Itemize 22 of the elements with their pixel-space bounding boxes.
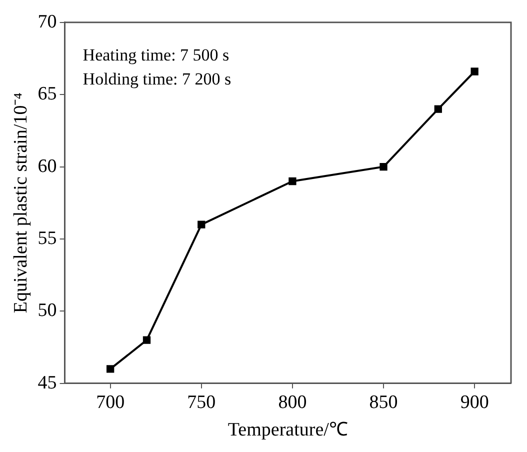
y-tick-label: 55 bbox=[38, 228, 57, 249]
point bbox=[106, 365, 114, 373]
x-tick-label: 900 bbox=[460, 392, 489, 413]
annotation: Heating time: 7 500 s bbox=[82, 45, 230, 64]
y-tick-label: 70 bbox=[38, 11, 57, 32]
x-tick-label: 850 bbox=[369, 392, 398, 413]
x-tick-label: 700 bbox=[96, 392, 125, 413]
point bbox=[470, 68, 478, 76]
y-tick-label: 65 bbox=[38, 84, 57, 105]
x-tick-label: 800 bbox=[278, 392, 307, 413]
x-axis-title: Temperature/℃ bbox=[228, 420, 348, 441]
y-tick-label: 45 bbox=[38, 372, 57, 394]
annotation: Holding time: 7 200 s bbox=[82, 69, 232, 88]
y-tick-label: 50 bbox=[38, 300, 57, 322]
point bbox=[142, 336, 151, 344]
point bbox=[198, 220, 206, 228]
point bbox=[288, 177, 296, 186]
x-tick-label: 750 bbox=[187, 392, 216, 413]
y-axis-title: Equivalent plastic strain/10⁻⁴ bbox=[10, 92, 32, 314]
y-tick-label: 60 bbox=[38, 156, 57, 177]
point bbox=[380, 162, 388, 171]
point bbox=[434, 105, 442, 113]
